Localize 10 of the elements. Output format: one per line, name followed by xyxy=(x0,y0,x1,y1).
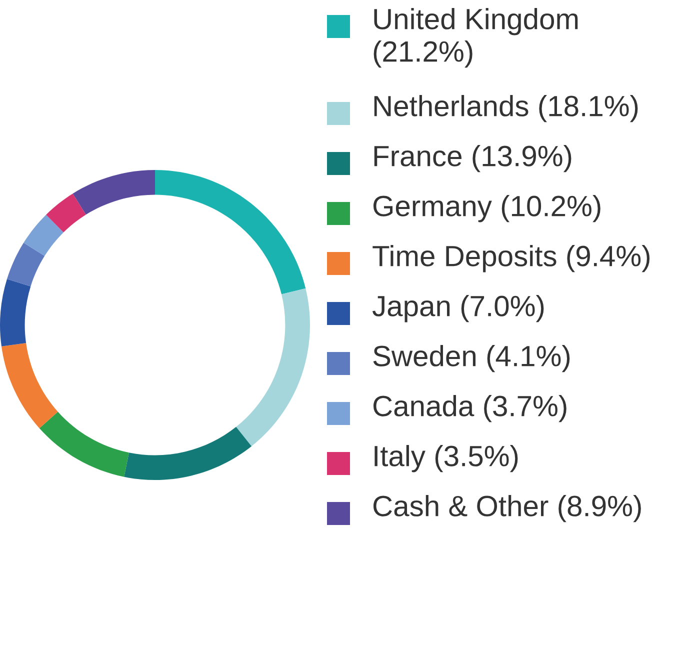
legend-label: Italy (3.5%) xyxy=(374,445,518,472)
legend-label: Canada (3.7%) xyxy=(373,395,566,422)
legend-label: Cash & Other (8.9%) xyxy=(373,495,641,522)
legend-label: Time Deposits (9.4%) xyxy=(372,245,650,272)
legend-label: United Kingdom (21.2%) xyxy=(374,8,578,68)
legend-label: Japan (7.0%) xyxy=(372,295,544,322)
legend-label: France (13.9%) xyxy=(374,145,572,172)
legend-label: Sweden (4.1%) xyxy=(373,345,570,372)
legend-label: Germany (10.2%) xyxy=(373,195,600,222)
legend-label: Netherlands (18.1%) xyxy=(374,95,638,122)
